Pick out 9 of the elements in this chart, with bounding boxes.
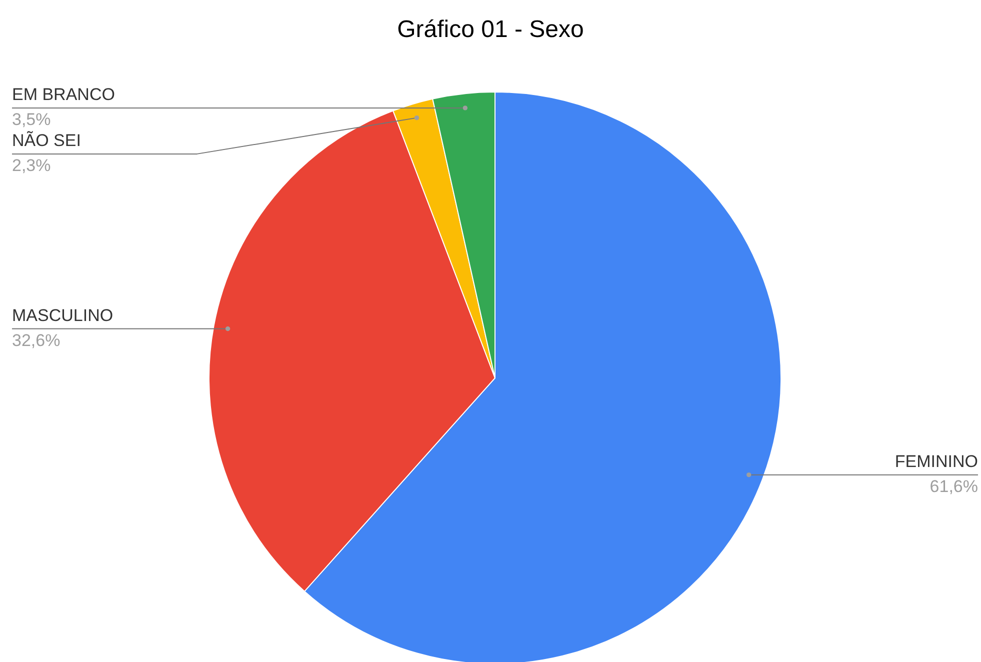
slice-label: FEMININO: [894, 452, 978, 471]
data-label: 3,5%: [12, 110, 51, 129]
slice-label: EM BRANCO: [12, 84, 115, 104]
slice-label: MASCULINO: [12, 306, 114, 325]
data-label: 2,3%: [12, 156, 51, 175]
chart-title: Gráfico 01 - Sexo: [397, 16, 584, 43]
data-label: 32,6%: [12, 330, 60, 350]
slice-label: NÃO SEI: [12, 130, 81, 150]
data-label: 61,6%: [930, 476, 978, 496]
